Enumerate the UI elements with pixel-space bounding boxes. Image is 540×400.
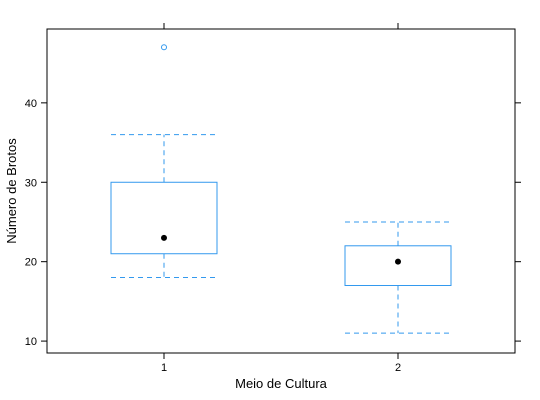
box-group-2 [344,221,452,334]
median-point [395,258,401,265]
y-tick-label: 20 [25,257,37,269]
y-tick-label: 10 [25,336,37,348]
y-tick-label: 30 [25,177,37,189]
box-iqr [344,245,452,286]
x-tick-label: 2 [395,362,401,374]
x-axis-title: Meio de Cultura [235,376,328,391]
y-axis-title: Número de Brotos [4,138,19,244]
plot-frame [46,28,516,354]
x-tick-label: 1 [161,362,167,374]
y-tick-label: 40 [25,98,37,110]
box-group-1 [110,44,218,279]
median-point [161,234,167,241]
outlier-point [161,44,167,51]
box-iqr [110,181,218,255]
boxes-layer [110,44,452,334]
y-axis: 10 20 30 40 [25,98,521,348]
